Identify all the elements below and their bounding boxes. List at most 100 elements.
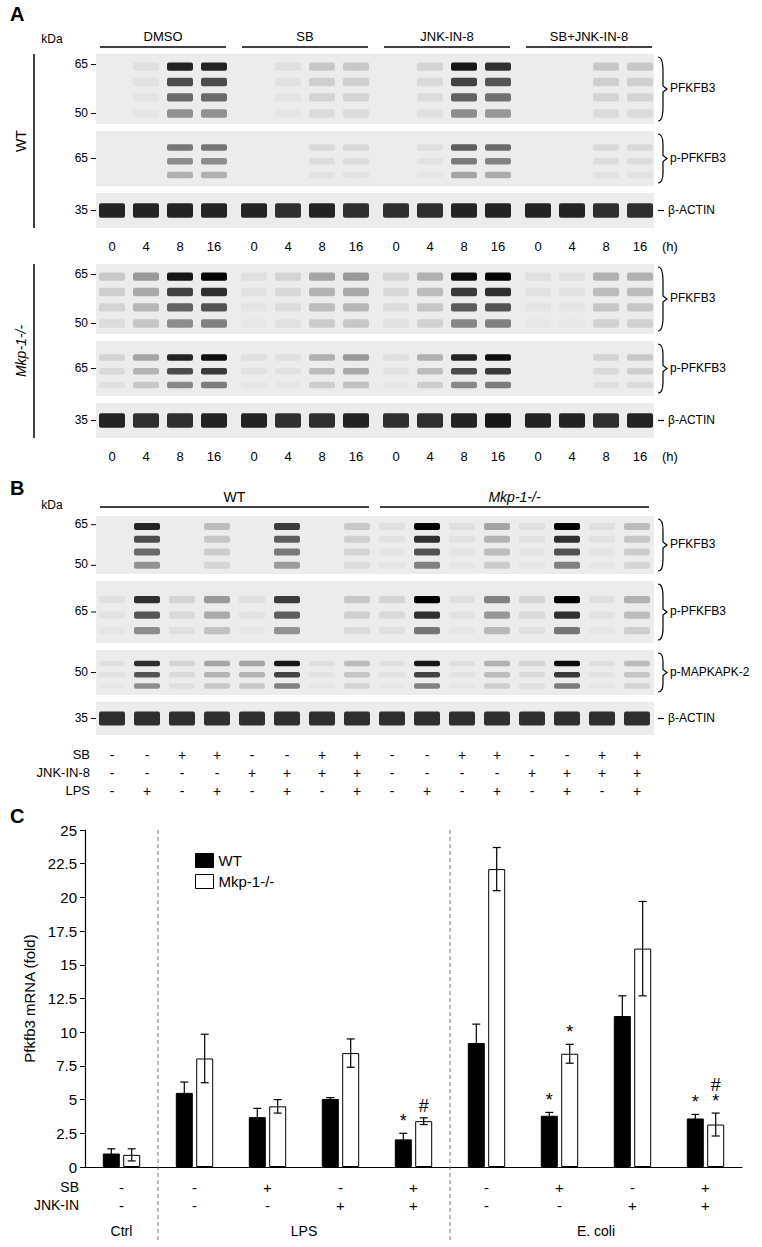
svg-text:-: -: [557, 1197, 562, 1214]
svg-text:*: *: [400, 1111, 407, 1131]
svg-text:-: -: [484, 1179, 489, 1196]
svg-text:+: +: [409, 1179, 418, 1196]
svg-text:8: 8: [602, 239, 609, 254]
svg-text:DMSO: DMSO: [144, 29, 183, 44]
svg-text:PFKFB3: PFKFB3: [670, 81, 716, 95]
svg-text:-: -: [495, 765, 500, 781]
svg-text:-: -: [390, 783, 395, 799]
svg-text:-: -: [250, 747, 255, 763]
svg-text:35: 35: [75, 711, 89, 725]
svg-text:65: 65: [75, 57, 89, 71]
svg-text:-: -: [320, 783, 325, 799]
svg-text:+: +: [701, 1197, 710, 1214]
svg-text:+: +: [423, 783, 431, 799]
svg-text:β-ACTIN: β-ACTIN: [668, 203, 715, 217]
svg-text:+: +: [701, 1179, 710, 1196]
svg-text:*: *: [546, 1090, 553, 1110]
svg-text:kDa: kDa: [41, 32, 63, 46]
svg-text:-: -: [460, 783, 465, 799]
svg-text:-: -: [110, 783, 115, 799]
svg-text:4: 4: [284, 449, 291, 464]
svg-text:β-ACTIN: β-ACTIN: [668, 711, 715, 725]
svg-text:p-PFKFB3: p-PFKFB3: [670, 361, 726, 375]
svg-text:-: -: [530, 747, 535, 763]
svg-text:15: 15: [60, 956, 77, 973]
svg-text:-: -: [338, 1179, 343, 1196]
svg-text:+: +: [336, 1197, 345, 1214]
svg-text:E. coli: E. coli: [577, 1223, 615, 1239]
svg-text:25: 25: [60, 822, 77, 839]
svg-text:LPS: LPS: [65, 783, 90, 798]
svg-text:22.5: 22.5: [48, 855, 77, 872]
svg-text:PFKFB3: PFKFB3: [670, 291, 716, 305]
svg-text:65: 65: [75, 151, 89, 165]
svg-text:50: 50: [75, 316, 89, 330]
svg-text:JNK-IN: JNK-IN: [34, 1197, 79, 1213]
svg-text:8: 8: [460, 239, 467, 254]
svg-text:+: +: [248, 765, 256, 781]
svg-text:8: 8: [318, 449, 325, 464]
svg-text:-: -: [180, 765, 185, 781]
svg-text:+: +: [633, 765, 641, 781]
svg-text:-: -: [180, 783, 185, 799]
svg-text:+: +: [318, 765, 326, 781]
svg-text:C: C: [10, 805, 24, 827]
svg-text:10: 10: [60, 1024, 77, 1041]
svg-text:4: 4: [284, 239, 291, 254]
svg-text:WT: WT: [224, 489, 246, 505]
svg-text:+: +: [555, 1179, 564, 1196]
svg-text:50: 50: [75, 665, 89, 679]
svg-text:β-ACTIN: β-ACTIN: [668, 413, 715, 427]
svg-text:4: 4: [568, 239, 575, 254]
svg-text:7.5: 7.5: [56, 1057, 77, 1074]
svg-text:0: 0: [392, 449, 399, 464]
svg-text:Pfkfb3 mRNA (fold): Pfkfb3 mRNA (fold): [21, 934, 38, 1062]
svg-text:-: -: [484, 1197, 489, 1214]
svg-text:16: 16: [349, 449, 363, 464]
svg-text:#: #: [419, 1096, 429, 1116]
svg-text:WT: WT: [219, 852, 242, 869]
svg-text:-: -: [460, 765, 465, 781]
svg-text:8: 8: [602, 449, 609, 464]
svg-text:-: -: [110, 765, 115, 781]
svg-text:JNK-IN-8: JNK-IN-8: [420, 29, 473, 44]
svg-text:p-PFKFB3: p-PFKFB3: [670, 604, 726, 618]
svg-text:+: +: [213, 747, 221, 763]
svg-text:65: 65: [75, 361, 89, 375]
svg-text:*: *: [566, 1022, 573, 1042]
svg-text:-: -: [119, 1197, 124, 1214]
svg-text:4: 4: [426, 449, 433, 464]
svg-text:Mkp-1-/-: Mkp-1-/-: [219, 873, 275, 890]
svg-text:8: 8: [318, 239, 325, 254]
svg-text:16: 16: [491, 239, 505, 254]
svg-text:+: +: [353, 765, 361, 781]
svg-text:-: -: [425, 747, 430, 763]
svg-text:-: -: [119, 1179, 124, 1196]
svg-text:0: 0: [250, 239, 257, 254]
svg-text:+: +: [563, 783, 571, 799]
svg-text:+: +: [598, 765, 606, 781]
svg-text:Mkp-1-/-: Mkp-1-/-: [13, 325, 29, 377]
svg-text:+: +: [263, 1179, 272, 1196]
svg-text:16: 16: [491, 449, 505, 464]
svg-text:-: -: [390, 765, 395, 781]
svg-text:+: +: [283, 783, 291, 799]
svg-text:8: 8: [176, 449, 183, 464]
svg-text:SB: SB: [73, 747, 90, 762]
svg-text:-: -: [425, 765, 430, 781]
svg-text:-: -: [145, 765, 150, 781]
svg-text:-: -: [600, 783, 605, 799]
svg-text:WT: WT: [13, 130, 29, 152]
svg-text:+: +: [633, 783, 641, 799]
svg-text:0: 0: [534, 239, 541, 254]
svg-text:35: 35: [75, 413, 89, 427]
svg-text:+: +: [283, 765, 291, 781]
svg-text:+: +: [353, 783, 361, 799]
svg-text:+: +: [353, 747, 361, 763]
svg-text:16: 16: [207, 239, 221, 254]
svg-text:+: +: [458, 747, 466, 763]
svg-text:B: B: [10, 477, 24, 499]
svg-text:50: 50: [75, 557, 89, 571]
svg-text:+: +: [213, 783, 221, 799]
svg-text:-: -: [192, 1197, 197, 1214]
